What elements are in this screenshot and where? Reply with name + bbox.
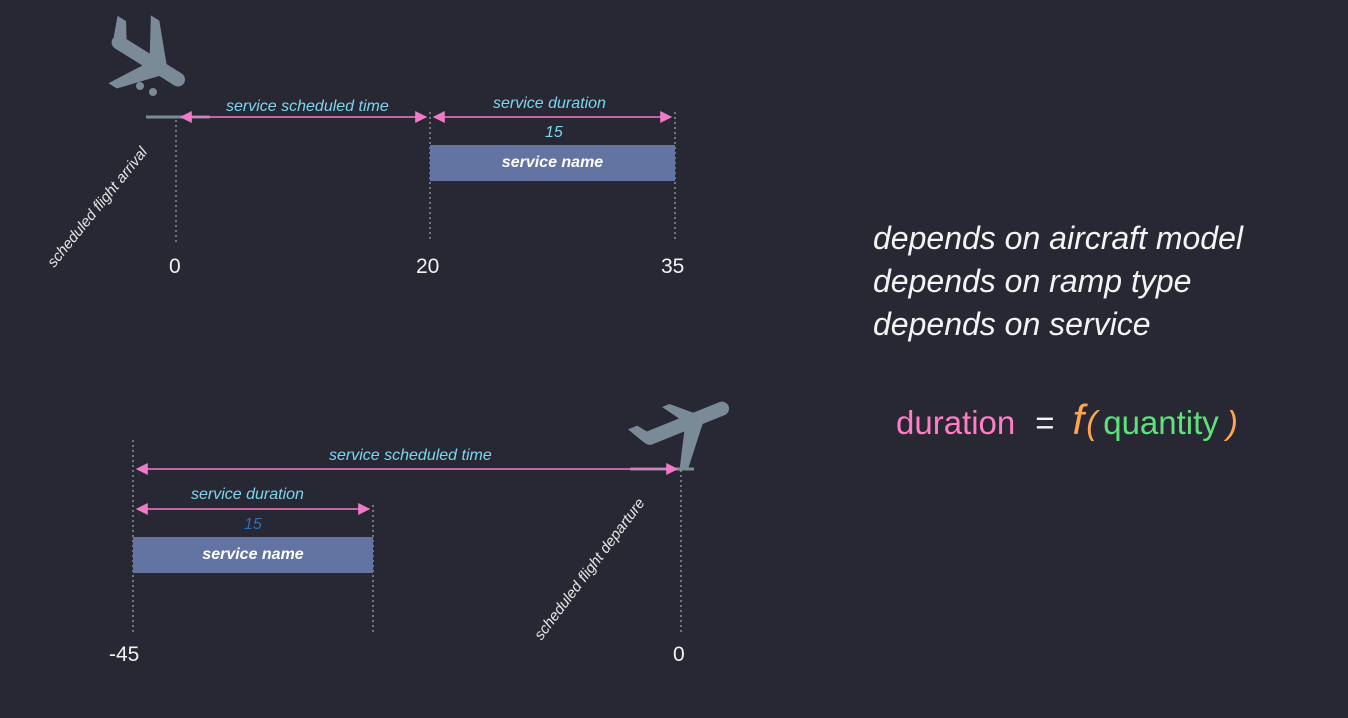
formula-lhs: duration <box>896 404 1016 441</box>
formula-open-paren: ( <box>1086 404 1098 441</box>
departure-scheduled-time-label: service scheduled time <box>329 447 492 464</box>
arrival-tick-0: 0 <box>169 255 181 278</box>
departure-service-bar: service name <box>133 537 373 573</box>
note-ramp-type: depends on ramp type <box>873 263 1192 299</box>
departure-plane-icon <box>627 401 730 472</box>
duration-formula: duration = f ( quantity ) <box>896 396 1238 444</box>
arrival-tick-35: 35 <box>661 255 685 278</box>
departure-duration-label: service duration <box>191 486 304 503</box>
arrival-plane-icon <box>108 15 185 96</box>
arrival-service-name: service name <box>501 154 604 171</box>
formula-argument: quantity <box>1103 404 1219 441</box>
departure-duration-value: 15 <box>244 516 262 533</box>
note-aircraft-model: depends on aircraft model <box>873 220 1243 256</box>
formula-function: f <box>1072 396 1085 443</box>
arrival-duration-label: service duration <box>493 95 606 112</box>
departure-service-name: service name <box>202 546 304 563</box>
arrival-tick-20: 20 <box>416 255 440 278</box>
arrival-scheduled-time-label: service scheduled time <box>226 98 389 115</box>
note-service: depends on service <box>873 306 1151 342</box>
formula-equals: = <box>1035 404 1055 441</box>
departure-tick-minus45: -45 <box>109 643 140 666</box>
departure-tick-0: 0 <box>673 643 685 666</box>
arrival-service-bar: service name <box>430 145 675 181</box>
arrival-duration-value: 15 <box>545 124 563 141</box>
formula-close-paren: ) <box>1226 404 1238 441</box>
